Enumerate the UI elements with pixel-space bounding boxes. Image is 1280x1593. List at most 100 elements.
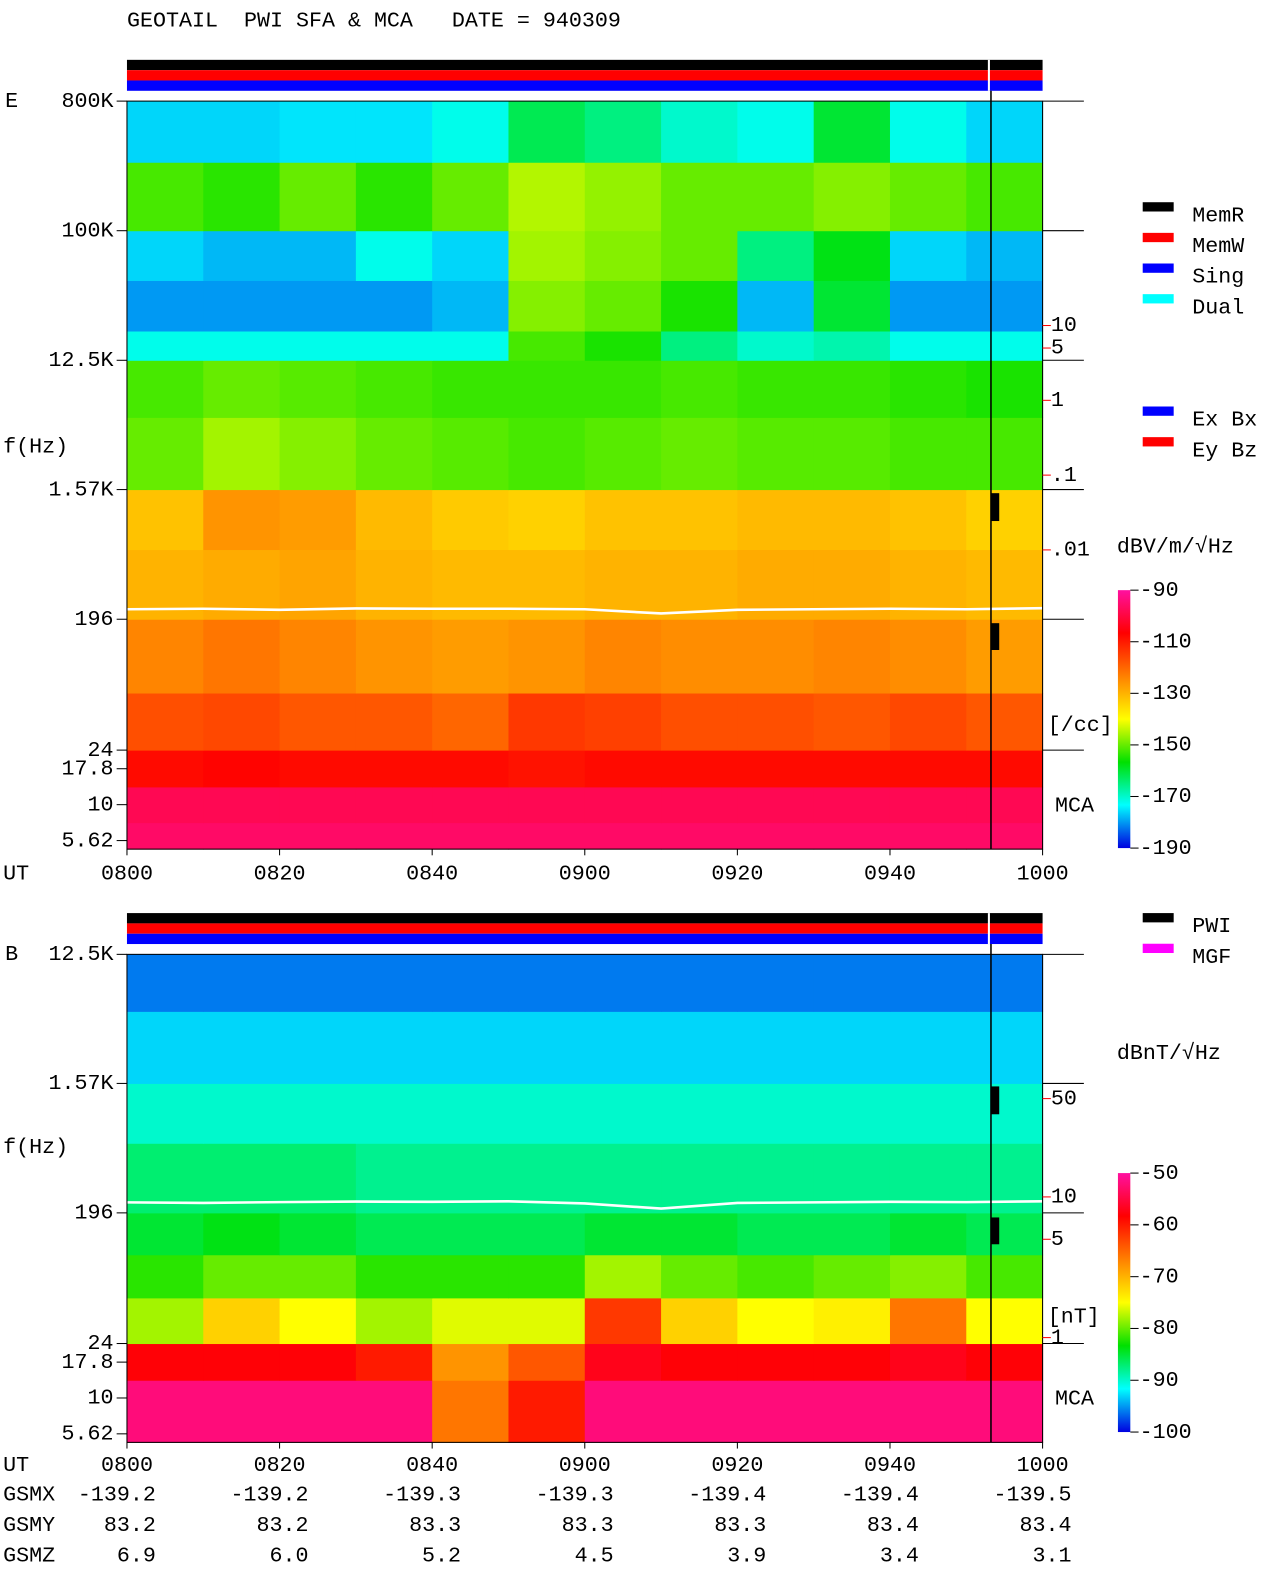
heatmap-cell xyxy=(279,1380,357,1443)
heatmap-cell xyxy=(737,417,815,491)
heatmap-cell xyxy=(126,1380,204,1443)
y2-tick-label: 5 xyxy=(1051,1227,1064,1252)
heatmap-cell xyxy=(584,750,662,788)
heatmap-cell xyxy=(508,1212,586,1256)
heatmap-cell xyxy=(966,280,1044,332)
heatmap-cell xyxy=(203,1343,281,1381)
legend-label: MGF xyxy=(1192,945,1231,970)
y-tick-label: 800K xyxy=(62,89,114,114)
legend-swatch xyxy=(1142,263,1174,273)
mca-label: MCA xyxy=(1055,1387,1094,1412)
heatmap-cell xyxy=(432,822,509,850)
x-axis-label: UT xyxy=(3,862,29,887)
heatmap-cell xyxy=(737,360,815,418)
heatmap-cell xyxy=(432,280,509,332)
heatmap-cell xyxy=(889,822,967,850)
orbit-value: 83.3 xyxy=(714,1513,766,1538)
heatmap-cell xyxy=(432,693,509,751)
colorbar-label: dBV/m/√Hz xyxy=(1117,535,1234,560)
y-tick-label: 196 xyxy=(75,1201,114,1226)
y2-tick-label: .01 xyxy=(1051,538,1090,563)
heatmap-cell xyxy=(889,162,967,232)
x-tick-label: 0900 xyxy=(559,1453,611,1478)
y-tick-label: 12.5K xyxy=(49,348,114,373)
colorbar-tick-label: -100 xyxy=(1140,1420,1192,1445)
colorbar-tick-label: -90 xyxy=(1140,578,1179,603)
x-tick-label: 1000 xyxy=(1017,862,1069,887)
heatmap-cell xyxy=(584,1212,662,1256)
heatmap-cell xyxy=(203,230,281,281)
heatmap-cell xyxy=(508,330,586,361)
heatmap-cell xyxy=(661,822,738,850)
heatmap-cell xyxy=(584,162,662,232)
heatmap-cell xyxy=(661,1083,738,1144)
heatmap-cell xyxy=(203,786,281,824)
heatmap-cell xyxy=(813,101,891,163)
legend-label: PWI xyxy=(1192,914,1231,939)
heatmap-cell xyxy=(203,1212,281,1256)
y2-tick-label: 5 xyxy=(1051,336,1064,361)
heatmap-cell xyxy=(737,1083,815,1144)
legend-label: Ey Bz xyxy=(1192,438,1257,463)
colorbar-tick-label: -190 xyxy=(1140,836,1192,861)
heatmap-cell xyxy=(889,1083,967,1144)
heatmap-cell xyxy=(661,280,738,332)
heatmap-cell xyxy=(966,619,1044,694)
heatmap-cell xyxy=(126,750,204,788)
y-tick-label: 10 xyxy=(88,792,114,817)
heatmap-cell xyxy=(584,786,662,824)
legend-swatch xyxy=(1142,943,1174,954)
heatmap-cell xyxy=(355,786,433,824)
heatmap-cell xyxy=(432,489,509,551)
heatmap-cell xyxy=(279,417,357,491)
heatmap-cell xyxy=(966,750,1044,788)
colorbar-tick-label: -130 xyxy=(1140,681,1192,706)
y2-tick-label: 1 xyxy=(1051,388,1064,413)
colorbar xyxy=(1117,1173,1131,1433)
y2-axis-label: [nT] xyxy=(1048,1305,1100,1330)
heatmap-cell xyxy=(126,417,204,491)
heatmap-cell xyxy=(508,230,586,281)
heatmap-cell xyxy=(889,417,967,491)
heatmap-cell xyxy=(126,489,204,551)
heatmap-cell xyxy=(432,162,509,232)
heatmap-cell xyxy=(813,417,891,491)
heatmap-cell xyxy=(966,417,1044,491)
heatmap-cell xyxy=(966,330,1044,361)
y-tick-label: 10 xyxy=(88,1386,114,1411)
y2-axis-label: [/cc] xyxy=(1048,713,1113,738)
orbit-value: -139.2 xyxy=(78,1483,156,1508)
legend-swatch xyxy=(1142,437,1174,447)
heatmap-cell xyxy=(126,1083,204,1144)
heatmap-cell xyxy=(279,330,357,361)
heatmap-cell xyxy=(584,230,662,281)
panel-label: B xyxy=(5,942,18,967)
heatmap-cell xyxy=(966,1083,1044,1144)
heatmap-cell xyxy=(966,360,1044,418)
heatmap-cell xyxy=(355,1343,433,1381)
heatmap-cell xyxy=(661,954,738,1012)
colorbar-tick-label: -50 xyxy=(1140,1161,1179,1186)
heatmap-cell xyxy=(279,489,357,551)
heatmap-cell xyxy=(737,693,815,751)
heatmap-cell xyxy=(203,360,281,418)
colorbar-tick-label: -150 xyxy=(1140,733,1192,758)
heatmap-cell xyxy=(889,1380,967,1443)
heatmap-cell xyxy=(355,1380,433,1443)
heatmap-cell xyxy=(508,1083,586,1144)
heatmap-cell xyxy=(889,693,967,751)
orbit-value: 83.2 xyxy=(256,1513,308,1538)
heatmap-cell xyxy=(661,360,738,418)
heatmap-cell xyxy=(584,1254,662,1299)
heatmap-cell xyxy=(355,1254,433,1299)
heatmap-cell xyxy=(584,101,662,163)
heatmap-cell xyxy=(508,750,586,788)
heatmap-cell xyxy=(737,230,815,281)
heatmap-cell xyxy=(584,330,662,361)
heatmap-cell xyxy=(203,1297,281,1345)
x-tick-label: 0940 xyxy=(864,862,916,887)
heatmap-cell xyxy=(661,1343,738,1381)
heatmap-cell xyxy=(966,1380,1044,1443)
y-tick-label: 17.8 xyxy=(62,756,114,781)
